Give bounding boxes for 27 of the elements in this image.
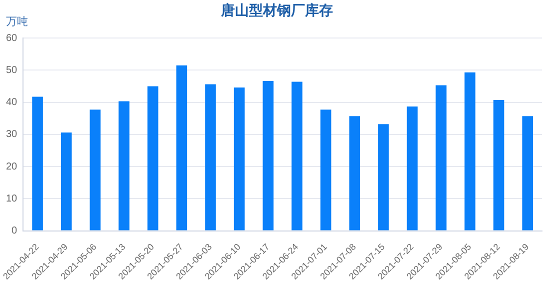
bar: [234, 87, 245, 230]
bar: [320, 110, 332, 230]
y-tick-label: 0: [12, 226, 18, 237]
bar: [292, 82, 302, 230]
bar: [464, 72, 476, 230]
bar: [32, 96, 43, 230]
bar: [378, 124, 389, 230]
bar: [176, 65, 188, 230]
y-axis-title: 万吨: [6, 14, 28, 29]
y-tick-label: 20: [6, 161, 18, 172]
bar: [522, 116, 533, 230]
bar: [118, 101, 130, 230]
bar: [205, 84, 216, 230]
y-tick-label: 40: [6, 97, 18, 108]
y-tick-label: 50: [6, 64, 18, 76]
bar: [90, 110, 101, 230]
chart-title: 唐山型材钢厂库存: [221, 3, 333, 19]
y-tick-label: 60: [6, 32, 18, 44]
bar: [349, 116, 360, 230]
bar: [60, 132, 72, 230]
bar: [147, 86, 158, 230]
bar: [436, 85, 447, 230]
bar: [406, 106, 418, 230]
y-tick-label: 30: [6, 129, 18, 140]
y-tick-label: 10: [6, 193, 18, 204]
bar: [493, 100, 504, 230]
bar: [262, 81, 274, 230]
